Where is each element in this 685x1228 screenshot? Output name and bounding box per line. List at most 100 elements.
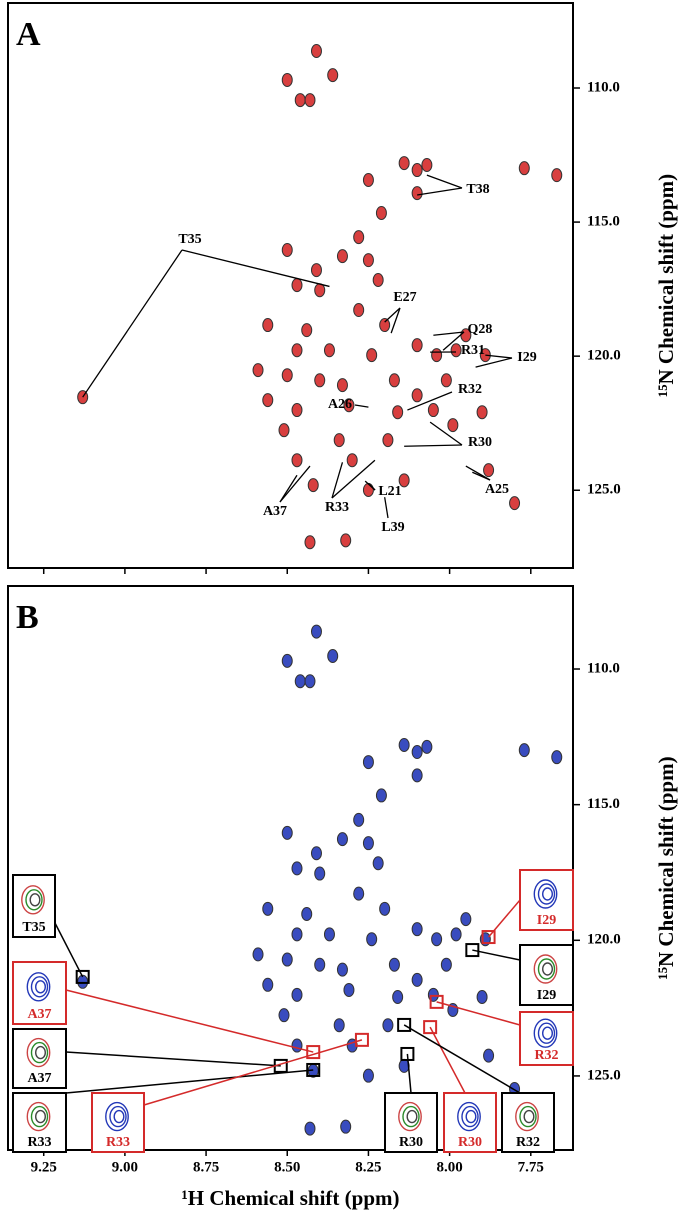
y-tick-label: 120.0 — [587, 348, 621, 364]
peak — [343, 982, 355, 997]
peak — [310, 846, 322, 861]
y-tick-label: 125.0 — [587, 1067, 621, 1083]
y-axis-title: ¹⁵N Chemical shift (ppm) — [654, 756, 678, 979]
peak — [392, 405, 404, 420]
peak — [291, 987, 303, 1002]
peak — [398, 737, 410, 752]
inset-contour — [35, 980, 47, 994]
peak — [262, 901, 274, 916]
target-box — [306, 1062, 321, 1077]
annotation-label: I29 — [517, 350, 536, 365]
peak — [314, 957, 326, 972]
peak — [372, 856, 384, 871]
inset-leader — [65, 1069, 314, 1094]
inset-label: R30 — [399, 1135, 423, 1150]
peak — [281, 653, 293, 668]
inset-contour — [25, 889, 43, 911]
peak — [388, 957, 400, 972]
annotation-leader — [354, 404, 369, 408]
peak — [336, 832, 348, 847]
y-axis-title: ¹⁵N Chemical shift (ppm) — [654, 174, 678, 397]
peak — [294, 93, 306, 108]
annotation-label: R32 — [458, 382, 482, 397]
inset-contour — [542, 962, 554, 976]
inset-label: R33 — [106, 1135, 130, 1150]
peak — [362, 172, 374, 187]
inset-contour — [30, 976, 49, 998]
inset-contour — [537, 883, 556, 905]
inset-contour — [21, 885, 45, 915]
annotation-label: L39 — [381, 520, 404, 535]
peak — [278, 423, 290, 438]
peak — [379, 901, 391, 916]
peak — [294, 674, 306, 689]
inset-contour — [35, 1109, 47, 1124]
inset-contour — [515, 1101, 539, 1132]
peak — [483, 1048, 495, 1063]
x-tick-label: 8.25 — [355, 1159, 381, 1175]
peak — [382, 433, 394, 448]
peak — [421, 739, 433, 754]
peak — [262, 393, 274, 408]
peak — [291, 927, 303, 942]
inset-contour — [29, 893, 41, 907]
inset-contour — [30, 1105, 49, 1128]
inset-label: R32 — [534, 1048, 558, 1063]
peak — [362, 1068, 374, 1083]
peak — [327, 68, 339, 83]
annotation-leader — [442, 331, 465, 351]
annotation-leader — [475, 357, 513, 368]
annotation-leader — [82, 249, 183, 398]
y-tick-label: 125.0 — [587, 482, 621, 498]
peak — [411, 186, 423, 201]
y-tick-label: 110.0 — [587, 660, 620, 676]
peak — [388, 373, 400, 388]
peak — [460, 912, 472, 927]
peak — [304, 674, 316, 689]
inset-label: I29 — [537, 913, 556, 928]
inset-contour — [26, 1037, 51, 1068]
inset-label: R30 — [458, 1135, 482, 1150]
annotation-label: R31 — [461, 343, 485, 358]
peak — [291, 1038, 303, 1053]
y-tick-label: 115.0 — [587, 214, 620, 230]
target-box — [354, 1032, 369, 1047]
peak — [411, 972, 423, 987]
peak — [281, 72, 293, 87]
y-tick-label: 110.0 — [587, 79, 620, 95]
peak — [440, 373, 452, 388]
inset-contour — [30, 1041, 49, 1064]
peak — [77, 974, 89, 989]
annotation-label: L21 — [378, 484, 401, 499]
peak — [431, 932, 443, 947]
peak — [411, 768, 423, 783]
peak — [333, 1018, 345, 1033]
peak — [421, 157, 433, 172]
peak — [323, 927, 335, 942]
peak — [353, 886, 365, 901]
peak — [375, 205, 387, 220]
peak — [291, 278, 303, 293]
inset-label: T35 — [22, 920, 45, 935]
peak — [314, 283, 326, 298]
annotation-label: R33 — [325, 500, 349, 515]
inset-label: A37 — [27, 1007, 51, 1022]
annotation-label: Q28 — [468, 322, 493, 337]
annotation-leader — [485, 354, 513, 359]
inset-contour — [533, 954, 558, 984]
inset-contour — [402, 1105, 420, 1128]
peak — [366, 932, 378, 947]
peak — [551, 168, 563, 183]
x-tick-label: 8.50 — [274, 1159, 300, 1175]
peak — [333, 433, 345, 448]
peak — [336, 962, 348, 977]
peak — [281, 825, 293, 840]
inset-leader — [429, 1026, 466, 1094]
peak — [314, 866, 326, 881]
y-tick-label: 115.0 — [587, 796, 620, 812]
peak — [307, 478, 319, 493]
peak — [476, 405, 488, 420]
inset-contour — [533, 879, 558, 909]
peak — [362, 253, 374, 268]
peak — [262, 318, 274, 333]
